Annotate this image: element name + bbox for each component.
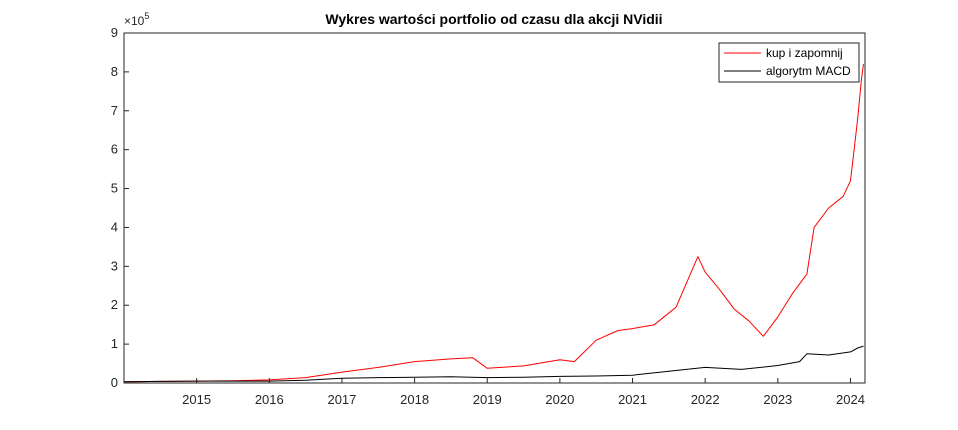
x-axis-ticks: 2015 2016 2017 2018 2019 2020 2021 2022 2023 2024 bbox=[182, 378, 865, 407]
y-tick-label: 3 bbox=[111, 258, 118, 273]
series-layer bbox=[123, 64, 864, 383]
x-tick-label: 2016 bbox=[255, 392, 284, 407]
x-tick-label: 2018 bbox=[400, 392, 429, 407]
x-tick-label: 2022 bbox=[691, 392, 720, 407]
y-axis-exponent: ×105 bbox=[124, 11, 149, 28]
y-tick-label: 2 bbox=[111, 297, 118, 312]
y-exponent-base: ×10 bbox=[124, 14, 145, 28]
y-tick-label: 7 bbox=[111, 103, 118, 118]
x-tick-label: 2021 bbox=[618, 392, 647, 407]
y-tick-label: 1 bbox=[111, 336, 118, 351]
y-axis-ticks: 0 1 2 3 4 5 6 7 8 9 bbox=[111, 25, 129, 390]
x-tick-label: 2017 bbox=[327, 392, 356, 407]
plot-area-frame bbox=[123, 32, 866, 384]
x-tick-label: 2020 bbox=[545, 392, 574, 407]
y-tick-label: 9 bbox=[111, 25, 118, 40]
legend-label-kup-i-zapomnij: kup i zapomnij bbox=[766, 46, 843, 60]
y-tick-label: 4 bbox=[111, 219, 118, 234]
x-tick-label: 2023 bbox=[763, 392, 792, 407]
y-tick-label: 6 bbox=[111, 142, 118, 157]
legend: kup i zapomnij algorytm MACD bbox=[718, 42, 860, 83]
legend-label-algorytm-macd: algorytm MACD bbox=[766, 64, 851, 78]
chart-title: Wykres wartości portfolio od czasu dla a… bbox=[325, 11, 662, 27]
series-line-algorytm-macd bbox=[123, 345, 864, 383]
y-tick-label: 5 bbox=[111, 181, 118, 196]
x-tick-label: 2019 bbox=[473, 392, 502, 407]
y-tick-label: 8 bbox=[111, 64, 118, 79]
x-tick-label: 2024 bbox=[836, 392, 865, 407]
y-tick-label: 0 bbox=[111, 375, 118, 390]
x-tick-label: 2015 bbox=[182, 392, 211, 407]
y-exponent-power: 5 bbox=[144, 11, 149, 21]
legend-box bbox=[718, 42, 860, 83]
series-line-kup-i-zapomnij bbox=[123, 64, 864, 383]
